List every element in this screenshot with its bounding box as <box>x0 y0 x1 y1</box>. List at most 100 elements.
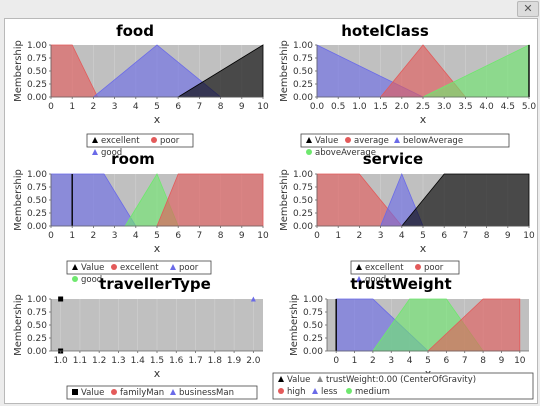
x-tick-label: 0.5 <box>331 102 345 112</box>
legend-box <box>300 133 510 148</box>
x-tick-label: 6 <box>175 231 181 241</box>
legend-marker <box>415 264 421 270</box>
x-tick-label: 8 <box>218 231 224 241</box>
x-tick-label: 0 <box>48 231 54 241</box>
x-axis-label: x <box>154 113 161 126</box>
chart-hotelClass: hotelClass 0.00 0.25 0.50 0.75 1.00 0.0 0.5 1.0 1… <box>279 22 536 158</box>
x-tick-label: 2 <box>91 231 97 241</box>
y-tick-label: 0.75 <box>27 183 47 193</box>
x-tick-label: 10 <box>514 356 526 366</box>
x-tick-label: 2 <box>357 231 363 241</box>
chart-title: travellerType <box>99 275 211 293</box>
y-tick-label: 0.00 <box>27 222 47 232</box>
legend-box <box>272 372 534 400</box>
x-tick-label: 4 <box>399 231 405 241</box>
close-icon[interactable]: ✕ <box>517 1 539 17</box>
y-tick-label: 0.75 <box>27 308 47 318</box>
x-tick-label: 1.6 <box>169 356 184 366</box>
charts-panel: food 0.00 0.25 0.50 0.75 1.00 0 1 2 3 4 5 6 7 8 9 10 x Mem… <box>4 18 538 404</box>
legend-marker <box>72 276 78 282</box>
legend-marker <box>72 264 78 270</box>
x-tick-label: 0 <box>333 356 339 366</box>
legend-label: Value <box>81 263 104 273</box>
y-axis-label: Membership <box>279 169 290 231</box>
legend-marker <box>170 389 176 395</box>
legend-label: businessMan <box>179 388 234 398</box>
legend-label: Value <box>287 375 310 385</box>
x-tick-label: 1 <box>69 102 75 112</box>
chart-travellerType: travellerType 0.00 0.25 0.50 0.75 1.00 1.0 1.1 1… <box>13 275 263 400</box>
legend-marker <box>111 389 117 395</box>
legend: Value trustWeight:0.00 (CenterOfGravity) h… <box>272 372 534 400</box>
x-tick-label: 6 <box>175 102 181 112</box>
y-tick-label: 0.25 <box>303 334 323 344</box>
x-tick-label: 3.5 <box>458 102 472 112</box>
x-tick-label: 1.2 <box>92 356 106 366</box>
y-tick-label: 0.75 <box>293 183 313 193</box>
y-tick-label: 1.00 <box>27 295 47 305</box>
legend-marker <box>111 264 117 270</box>
legend-marker <box>317 376 323 382</box>
x-tick-label: 0 <box>48 102 54 112</box>
chart-title: hotelClass <box>341 22 429 40</box>
legend-marker <box>151 137 157 143</box>
x-tick-label: 0.0 <box>310 102 325 112</box>
x-tick-label: 5 <box>154 231 160 241</box>
x-tick-label: 8 <box>218 102 224 112</box>
x-tick-label: 4 <box>407 356 413 366</box>
legend-marker <box>306 149 312 155</box>
legend: Value excellent poor good <box>66 260 212 285</box>
y-tick-label: 0.50 <box>303 321 323 331</box>
x-axis-label: x <box>420 113 427 126</box>
x-tick-label: 7 <box>197 231 203 241</box>
legend-box <box>350 260 460 275</box>
x-tick-label: 5 <box>425 356 431 366</box>
legend-label: poor <box>424 263 444 273</box>
x-tick-label: 2 <box>370 356 376 366</box>
x-tick-label: 10 <box>257 231 269 241</box>
x-tick-label: 7 <box>462 356 468 366</box>
x-tick-label: 4.5 <box>501 102 515 112</box>
legend-label: excellent <box>365 263 404 273</box>
x-tick-label: 1.0 <box>352 102 367 112</box>
legend-label: excellent <box>101 136 140 146</box>
x-tick-label: 3 <box>388 356 394 366</box>
y-tick-label: 0.25 <box>293 80 313 90</box>
x-tick-label: 2.0 <box>395 102 410 112</box>
x-tick-label: 9 <box>505 231 511 241</box>
y-tick-label: 0.25 <box>27 334 47 344</box>
legend-label: trustWeight:0.00 (CenterOfGravity) <box>326 375 476 385</box>
y-axis-label: Membership <box>279 40 290 102</box>
x-tick-label: 1.5 <box>373 102 387 112</box>
y-tick-label: 0.75 <box>293 54 313 64</box>
data-point <box>58 296 64 302</box>
x-tick-label: 1.4 <box>131 356 146 366</box>
x-tick-label: 1.1 <box>73 356 87 366</box>
y-tick-label: 0.25 <box>27 209 47 219</box>
y-tick-label: 1.00 <box>27 170 47 180</box>
x-tick-label: 8 <box>480 356 486 366</box>
legend-marker <box>345 137 351 143</box>
y-tick-label: 0.50 <box>293 196 313 206</box>
legend-label: poor <box>160 136 180 146</box>
legend-marker <box>356 276 362 282</box>
x-tick-label: 8 <box>484 231 490 241</box>
legend-marker <box>356 264 362 270</box>
legend-label: high <box>287 387 306 397</box>
x-tick-label: 9 <box>499 356 505 366</box>
legend-marker <box>72 389 78 395</box>
y-axis-label: Membership <box>13 169 24 231</box>
x-tick-label: 5.0 <box>522 102 537 112</box>
legend: excellent poor good <box>350 260 460 285</box>
y-tick-label: 0.00 <box>27 347 47 357</box>
legend: Value average belowAverage aboveAverage <box>300 133 510 158</box>
legend-label: poor <box>179 263 199 273</box>
legend-label: Value <box>315 136 338 146</box>
x-axis-label: x <box>154 242 161 255</box>
legend-marker <box>278 388 284 394</box>
x-tick-label: 2.5 <box>416 102 430 112</box>
y-tick-label: 0.00 <box>27 93 47 103</box>
y-tick-label: 0.25 <box>27 80 47 90</box>
x-tick-label: 10 <box>523 231 535 241</box>
x-tick-label: 1.3 <box>111 356 125 366</box>
